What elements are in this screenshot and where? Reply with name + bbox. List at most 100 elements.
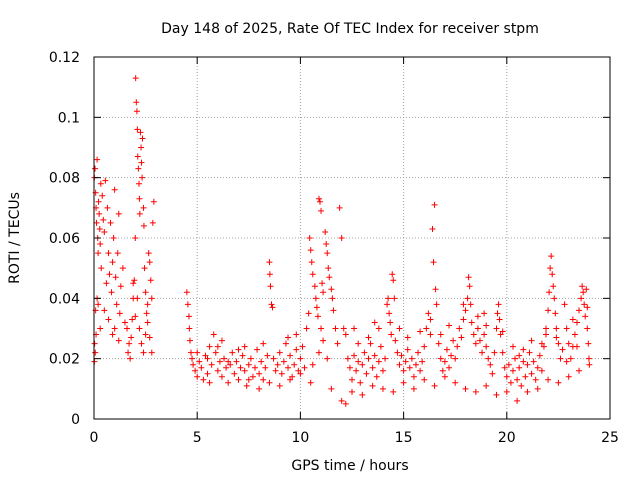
- data-point: [518, 382, 525, 389]
- data-point: [388, 331, 395, 338]
- data-point: [188, 349, 195, 356]
- data-point: [485, 355, 492, 362]
- data-point: [125, 349, 132, 356]
- data-point: [241, 367, 248, 374]
- data-point: [306, 235, 313, 241]
- data-point: [324, 355, 331, 362]
- data-point: [260, 376, 267, 383]
- data-point: [297, 355, 304, 362]
- data-point: [270, 355, 277, 362]
- data-point: [547, 265, 554, 272]
- data-point: [233, 358, 240, 365]
- data-point: [344, 355, 351, 362]
- x-tick-label: 0: [90, 430, 99, 446]
- data-point: [367, 340, 374, 347]
- data-point: [92, 349, 99, 356]
- data-point: [186, 337, 193, 344]
- data-point: [132, 75, 139, 82]
- data-point: [390, 388, 397, 395]
- data-point: [98, 265, 105, 272]
- data-point: [140, 204, 147, 211]
- data-points: [91, 75, 593, 407]
- x-tick-label: 15: [395, 430, 413, 446]
- data-point: [391, 295, 398, 302]
- data-point: [192, 367, 199, 374]
- data-point: [194, 349, 201, 356]
- data-point: [545, 376, 552, 383]
- data-point: [206, 379, 213, 386]
- data-point: [353, 367, 360, 374]
- data-point: [307, 247, 314, 254]
- data-point: [421, 376, 428, 383]
- data-point: [385, 295, 392, 302]
- data-point: [576, 367, 583, 374]
- data-point: [266, 379, 273, 386]
- data-point: [466, 283, 473, 290]
- data-point: [359, 361, 366, 368]
- data-point: [514, 397, 521, 404]
- data-point: [534, 385, 541, 392]
- data-point: [412, 361, 419, 368]
- grid: [94, 57, 610, 419]
- data-point: [216, 358, 223, 365]
- data-point: [94, 156, 101, 163]
- data-point: [361, 349, 368, 356]
- data-point: [404, 334, 411, 341]
- data-point: [379, 385, 386, 392]
- data-point: [373, 373, 380, 380]
- data-point: [295, 367, 302, 374]
- x-tick-label: 10: [291, 430, 309, 446]
- data-point: [147, 277, 154, 284]
- data-point: [427, 331, 434, 338]
- data-point: [462, 385, 469, 392]
- data-point: [267, 283, 274, 290]
- data-point: [274, 361, 281, 368]
- data-point: [318, 325, 325, 332]
- y-tick-label: 0.04: [49, 291, 80, 307]
- data-point: [144, 301, 151, 308]
- data-point: [146, 259, 153, 266]
- data-point: [231, 370, 238, 377]
- data-point: [342, 400, 349, 407]
- data-point: [516, 364, 523, 371]
- data-point: [311, 283, 318, 290]
- data-point: [212, 349, 219, 356]
- data-point: [342, 331, 349, 338]
- data-point: [139, 174, 146, 181]
- data-point: [107, 219, 114, 226]
- data-point: [563, 358, 570, 365]
- axis-ticks: [93, 56, 611, 420]
- data-point: [460, 301, 467, 308]
- data-point: [322, 228, 329, 235]
- data-point: [276, 382, 283, 389]
- data-point: [145, 250, 152, 257]
- data-point: [119, 265, 126, 272]
- data-point: [396, 325, 403, 332]
- data-point: [285, 334, 292, 341]
- data-point: [245, 361, 252, 368]
- data-point: [441, 373, 448, 380]
- data-point: [476, 337, 483, 344]
- data-point: [214, 367, 221, 374]
- data-point: [346, 364, 353, 371]
- data-point: [314, 313, 321, 320]
- data-point: [312, 295, 319, 302]
- data-point: [206, 343, 213, 350]
- data-point: [218, 373, 225, 380]
- data-point: [289, 373, 296, 380]
- data-point: [218, 337, 225, 344]
- data-point: [419, 358, 426, 365]
- data-point: [563, 325, 570, 332]
- data-point: [229, 349, 236, 356]
- data-point: [146, 334, 153, 341]
- data-point: [392, 337, 399, 344]
- data-point: [269, 304, 276, 311]
- data-point: [110, 235, 117, 241]
- data-point: [425, 310, 432, 317]
- data-point: [280, 358, 287, 365]
- data-point: [479, 349, 486, 356]
- data-point: [355, 340, 362, 347]
- data-point: [313, 304, 320, 311]
- data-point: [184, 301, 191, 308]
- data-point: [320, 337, 327, 344]
